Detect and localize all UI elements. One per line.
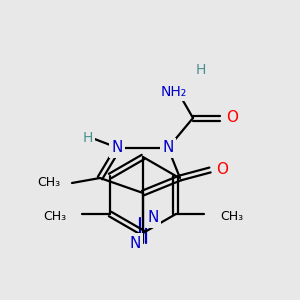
Text: N: N [162,140,174,155]
Text: NH₂: NH₂ [161,85,187,99]
Text: CH₃: CH₃ [220,209,243,223]
Text: CH₃: CH₃ [37,176,60,190]
Text: CH₃: CH₃ [43,209,66,223]
Text: H: H [83,131,93,145]
Text: O: O [216,163,228,178]
Text: N: N [111,140,123,155]
Text: O: O [226,110,238,125]
Text: N: N [147,211,159,226]
Text: H: H [196,63,206,77]
Text: N: N [129,236,141,250]
